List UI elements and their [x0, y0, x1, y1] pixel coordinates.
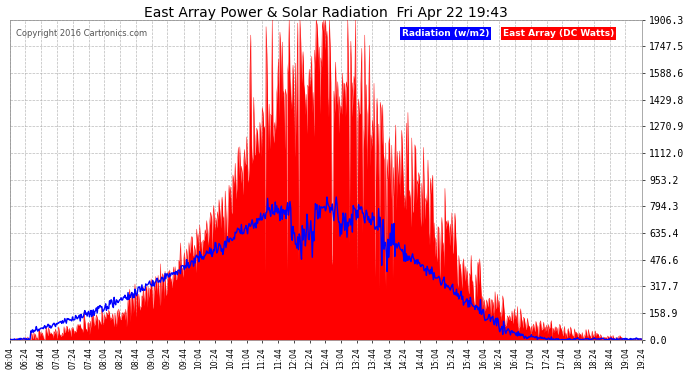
Text: Copyright 2016 Cartronics.com: Copyright 2016 Cartronics.com [17, 29, 148, 38]
Text: East Array (DC Watts): East Array (DC Watts) [502, 29, 614, 38]
Title: East Array Power & Solar Radiation  Fri Apr 22 19:43: East Array Power & Solar Radiation Fri A… [144, 6, 508, 20]
Text: Radiation (w/m2): Radiation (w/m2) [402, 29, 489, 38]
